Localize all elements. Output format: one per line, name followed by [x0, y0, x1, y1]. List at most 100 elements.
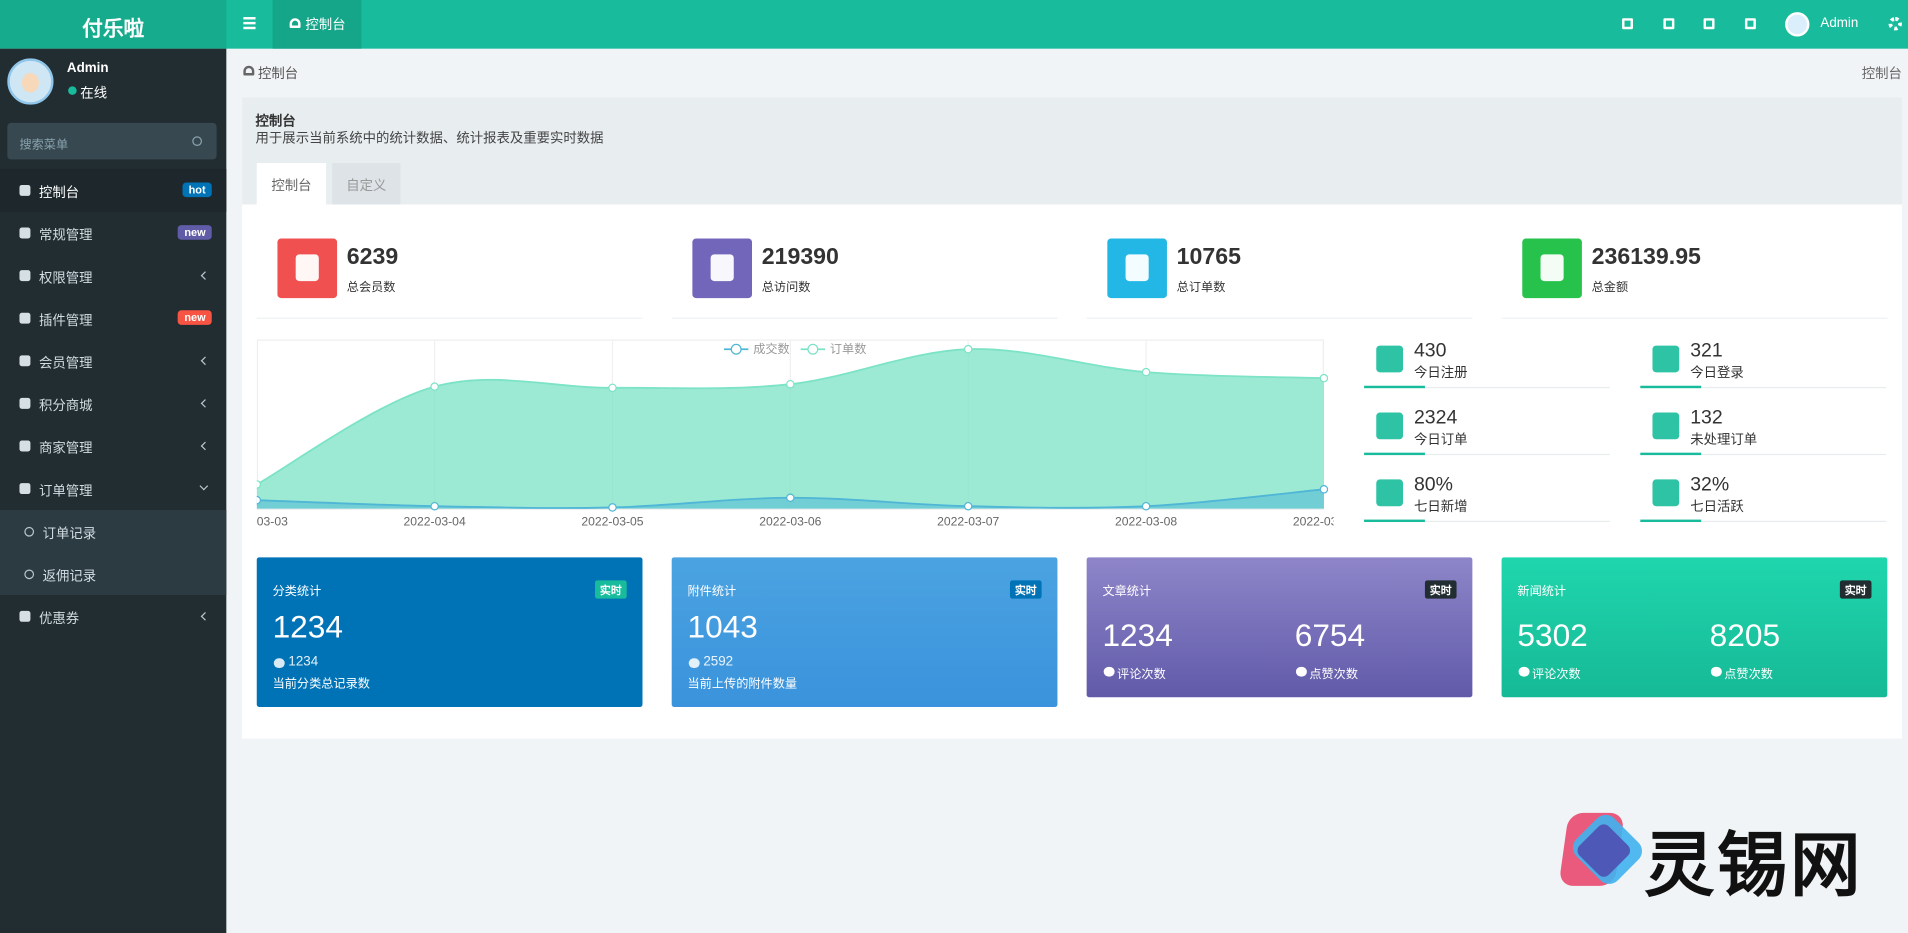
menu-icon: [19, 397, 31, 409]
menu-item[interactable]: 插件管理 new: [0, 297, 226, 340]
mini-stat-progress: [1364, 519, 1425, 523]
stat-icon-glyph: [1125, 254, 1149, 282]
tab-icon: [289, 18, 301, 28]
menu-label: 订单记录: [42, 526, 97, 542]
menu-caret: [200, 356, 210, 366]
stat-icon: [1522, 238, 1582, 299]
data-point: [963, 501, 973, 511]
menu-caret: [200, 271, 210, 280]
card-title: 新闻统计: [1517, 585, 1567, 599]
menu-label: 优惠券: [38, 612, 80, 627]
mini-stat-icon: [1652, 345, 1680, 373]
menu-item[interactable]: 常规管理 new: [0, 212, 226, 255]
menu-item[interactable]: 优惠券: [0, 595, 226, 638]
menu-item[interactable]: 积分商城: [0, 382, 226, 425]
breadcrumb: 控制台: [257, 66, 299, 82]
breadcrumb-icon: [243, 65, 255, 76]
stat-card: 文章统计 实时 1234 评论次数 6754 点赞次数: [1086, 557, 1473, 698]
stat-divider: [256, 317, 643, 319]
card-item-icon: [1295, 666, 1307, 677]
menu-item[interactable]: 会员管理: [0, 339, 226, 382]
card-note: 当前上传的附件数量: [687, 677, 798, 692]
stat-divider: [1501, 317, 1888, 319]
header-icon[interactable]: [1744, 18, 1756, 30]
stat-value: 219390: [761, 244, 839, 271]
menu-badge: new: [178, 225, 212, 240]
stat-value: 6239: [346, 244, 399, 271]
user-name: Admin: [66, 60, 109, 76]
stat-value: 236139.95: [1591, 244, 1701, 271]
settings-icon[interactable]: [1888, 17, 1902, 31]
mini-stat-progress: [1640, 452, 1702, 456]
stat-card: 分类统计 实时 1234 1234 当前分类总记录数: [256, 557, 643, 707]
panel-tab[interactable]: 自定义: [332, 163, 401, 205]
user-status: 在线: [80, 86, 108, 101]
card-badge: 实时: [1839, 580, 1872, 599]
data-point: [608, 383, 617, 393]
stat-icon-glyph: [710, 254, 734, 282]
stat-divider: [1086, 317, 1473, 319]
submenu-item[interactable]: 订单记录: [0, 510, 226, 553]
nav-tab[interactable]: 控制台: [272, 0, 362, 49]
top-header: 付乐啦 控制台 Admin: [0, 0, 1908, 49]
legend-marker: [807, 343, 819, 355]
panel-tab-label: 控制台: [271, 178, 312, 194]
mini-stat-progress: [1364, 385, 1425, 389]
header-user[interactable]: Admin: [1820, 15, 1859, 31]
mini-stat-track: [1640, 453, 1887, 456]
submenu: [0, 509, 227, 596]
menu-item[interactable]: 控制台 hot: [0, 169, 227, 212]
menu-item[interactable]: 商家管理: [0, 425, 226, 468]
header-icon[interactable]: [1703, 18, 1715, 30]
mini-stat-value: 321: [1690, 340, 1723, 362]
x-axis-label: 2022-03-05: [581, 515, 643, 529]
search-placeholder: 搜索菜单: [19, 138, 69, 153]
menu-icon: [19, 440, 31, 452]
mini-stat-label: 七日活跃: [1690, 500, 1744, 515]
menu-toggle[interactable]: [243, 17, 256, 30]
data-point: [1319, 485, 1329, 494]
stat-label: 总金额: [1591, 281, 1629, 295]
card-sub-value: 2592: [703, 654, 734, 670]
card-item-icon: [1103, 666, 1115, 677]
stat-label: 总会员数: [346, 281, 396, 295]
mini-stat-track: [1640, 386, 1887, 389]
stat-label: 总订单数: [1176, 281, 1226, 295]
panel-tab[interactable]: 控制台: [256, 163, 327, 205]
menu-icon: [19, 270, 31, 282]
card-value: 1234: [1102, 616, 1173, 654]
menu-label: 会员管理: [38, 356, 93, 372]
card-item-label: 评论次数: [1532, 668, 1581, 682]
menu-label: 积分商城: [38, 399, 93, 414]
mini-stat-progress: [1364, 452, 1425, 456]
logo-text: 付乐啦: [82, 17, 145, 41]
menu-icon: [19, 483, 31, 495]
stat-icon-glyph: [295, 254, 319, 282]
header-avatar[interactable]: [1785, 12, 1810, 37]
mini-stat-label: 今日注册: [1413, 366, 1468, 381]
data-point: [256, 480, 262, 489]
header-icon[interactable]: [1622, 18, 1633, 30]
menu-caret: [199, 481, 209, 491]
mini-stat-track: [1364, 453, 1610, 456]
data-point: [256, 495, 262, 505]
mini-stat-value: 430: [1413, 340, 1447, 362]
menu-badge: hot: [182, 182, 212, 198]
stat-card: 新闻统计 实时 5302 评论次数 8205 点赞次数: [1501, 557, 1888, 698]
card-item-label: 点赞次数: [1724, 668, 1773, 682]
menu-item[interactable]: 订单管理: [0, 467, 226, 510]
card-sub-icon: [273, 658, 285, 669]
mini-stat-label: 今日订单: [1413, 433, 1468, 448]
mini-stat-icon: [1376, 412, 1404, 440]
card-title: 文章统计: [1102, 585, 1152, 599]
panel-description: 用于展示当前系统中的统计数据、统计报表及重要实时数据: [255, 131, 604, 147]
card-value: 6754: [1294, 616, 1366, 654]
submenu-item[interactable]: 返佣记录: [0, 552, 226, 595]
x-axis-label: 2022-03-07: [937, 515, 999, 529]
search-box[interactable]: 搜索菜单: [7, 122, 217, 160]
mini-stat-progress: [1640, 385, 1702, 389]
mini-stat-label: 七日新增: [1413, 500, 1468, 515]
menu-item[interactable]: 权限管理: [0, 254, 226, 297]
card-item-label: 点赞次数: [1309, 668, 1358, 682]
header-icon[interactable]: [1663, 18, 1675, 30]
